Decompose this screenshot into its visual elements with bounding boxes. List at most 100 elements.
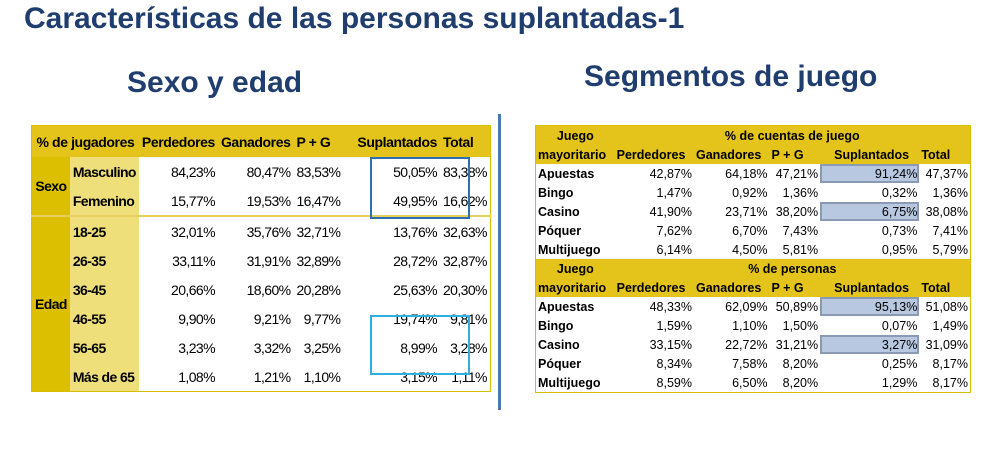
cell-value: 3,27% <box>820 335 920 354</box>
cell-value: 33,15% <box>649 337 692 352</box>
cell-value: 1,36% <box>782 185 819 200</box>
table-row: Apuestas 42,87% 64,18% 47,21% 91,24% 47,37% <box>536 164 971 183</box>
cell-value: 28,72% <box>393 252 437 269</box>
cell-value: 7,62% <box>656 223 692 238</box>
cell-value: 80,47% <box>246 163 291 180</box>
table-row: Apuestas 48,33% 62,09% 50,89% 95,13% 51,08% <box>536 297 971 316</box>
column-header: Total <box>919 278 971 297</box>
cell-value: 32,01% <box>138 215 218 246</box>
cell-value: 0,25% <box>881 356 918 371</box>
column-header: Suplantados <box>820 145 920 164</box>
cell-value: 32,89% <box>296 252 341 269</box>
row-label: Póquer <box>538 356 582 371</box>
row-label: Apuestas <box>538 299 595 314</box>
cell-value: 31,09% <box>925 337 968 352</box>
row-label: Casino <box>538 204 580 219</box>
table-row: Casino 41,90% 23,71% 38,20% 6,75% 38,08% <box>536 202 971 221</box>
cell-value: 3,32% <box>253 339 291 356</box>
cell-value: 8,34% <box>656 356 692 371</box>
row-label: 46-55 <box>69 304 139 333</box>
column-header: Total <box>439 125 491 157</box>
row-label: Más de 65 <box>69 362 139 392</box>
cell-value: 0,07% <box>881 318 918 333</box>
row-group-header: mayoritario <box>535 145 615 164</box>
cell-value: 83,38% <box>442 163 487 180</box>
cell-value: 47,21% <box>775 166 819 181</box>
row-label: 36-45 <box>69 275 139 304</box>
cell-value: 49,95% <box>393 192 437 209</box>
table-row: Más de 65 1,08% 1,21% 1,10% 3,15% 1,11% <box>32 362 491 392</box>
slide-title: Características de las personas suplanta… <box>24 2 685 35</box>
cell-value: 50,89% <box>775 299 819 314</box>
highlight-box-sexo <box>370 157 470 219</box>
row-label: Femenino <box>69 186 139 216</box>
table-row: Sexo Masculino 84,23% 80,47% 83,53% 50,05% 83,… <box>31 157 491 216</box>
cell-value: 38,08% <box>925 204 968 219</box>
cell-value: 0,32% <box>881 185 918 200</box>
cell-value: 31,91% <box>246 252 291 269</box>
cell-value: 84,23% <box>171 163 215 180</box>
table-row: Multijuego 6,14% 4,50% 5,81% 0,95% 5,79% <box>536 240 971 259</box>
table-row: 56-65 3,23% 3,32% 3,25% 8,99% 3,28% <box>32 333 491 362</box>
cell-value: 62,09% <box>725 299 768 314</box>
table-row: 26-35 33,11% 31,91% 32,89% 28,72% 32,87% <box>32 246 491 275</box>
column-header: Perdedores <box>614 278 694 297</box>
row-label: Póquer <box>538 223 582 238</box>
cell-value: 83,53% <box>296 163 341 180</box>
column-header: P + G <box>769 278 821 297</box>
cell-value: 1,49% <box>932 318 968 333</box>
group-label: Edad <box>31 215 70 392</box>
cell-value: 31,21% <box>775 337 819 352</box>
table-row: Edad 18-25 32,01% 35,76% 32,71% 13,76% 32,63% <box>31 215 491 392</box>
cell-value: 20,28% <box>296 281 341 298</box>
table-row: 36-45 20,66% 18,60% 20,28% 25,63% 20,30% <box>32 275 491 304</box>
sexo-edad-table: % de jugadores Perdedores Ganadores P + G Su… <box>31 125 491 392</box>
cell-value: 47,37% <box>925 166 968 181</box>
cell-value: 41,90% <box>649 204 692 219</box>
section-header-row: Juego% de cuentas de juego <box>535 125 971 145</box>
header-row: % de jugadores Perdedores Ganadores P + G Su… <box>31 125 491 157</box>
cell-value: 6,14% <box>656 242 692 257</box>
column-header: P + G <box>293 125 344 157</box>
cell-value: 8,20% <box>782 375 819 390</box>
column-header: Perdedores <box>138 125 218 157</box>
cell-value: 16,47% <box>296 192 341 209</box>
cell-value: 48,33% <box>649 299 692 314</box>
column-header: Ganadores <box>217 125 294 157</box>
cell-value: 32,71% <box>293 215 344 246</box>
cell-value: 7,58% <box>732 356 768 371</box>
cell-value: 32,87% <box>442 252 487 269</box>
table-row: Bingo 1,59% 1,10% 1,50% 0,07% 1,49% <box>536 316 971 335</box>
cell-value: 9,77% <box>303 310 341 327</box>
table-row: Femenino 15,77% 19,53% 16,47% 49,95% 16,62% <box>32 186 491 216</box>
row-label: Bingo <box>538 185 574 200</box>
table-row: Póquer 7,62% 6,70% 7,43% 0,73% 7,41% <box>536 221 971 240</box>
column-header: Suplantados <box>820 278 920 297</box>
section-header-row: Juego% de personas <box>535 259 971 278</box>
cell-value: 20,30% <box>442 281 487 298</box>
cell-value: 0,95% <box>881 242 918 257</box>
column-header: Total <box>919 145 971 164</box>
row-label: Multijuego <box>538 375 601 390</box>
cell-value: 8,17% <box>932 375 968 390</box>
cell-value: 1,10% <box>732 318 768 333</box>
corner-header: % de jugadores <box>31 125 139 157</box>
cell-value: 64,18% <box>725 166 768 181</box>
cell-value: 1,59% <box>656 318 692 333</box>
cell-value: 35,76% <box>217 215 294 246</box>
cell-value: 7,41% <box>932 223 968 238</box>
cell-value: 3,23% <box>178 339 215 356</box>
row-label: 56-65 <box>69 333 139 362</box>
cell-value: 5,81% <box>782 242 819 257</box>
cell-value: 42,87% <box>649 166 692 181</box>
row-label: Masculino <box>69 157 139 186</box>
table-row: Póquer 8,34% 7,58% 8,20% 0,25% 8,17% <box>536 354 971 373</box>
table-row: Bingo 1,47% 0,92% 1,36% 0,32% 1,36% <box>536 183 971 202</box>
cell-value: 1,36% <box>932 185 968 200</box>
column-header: Suplantados <box>343 125 440 157</box>
cell-value: 1,21% <box>253 368 291 385</box>
row-label: 26-35 <box>69 246 139 275</box>
cell-value: 95,13% <box>820 297 920 316</box>
cell-value: 3,15% <box>400 368 437 385</box>
cell-value: 8,20% <box>782 356 819 371</box>
